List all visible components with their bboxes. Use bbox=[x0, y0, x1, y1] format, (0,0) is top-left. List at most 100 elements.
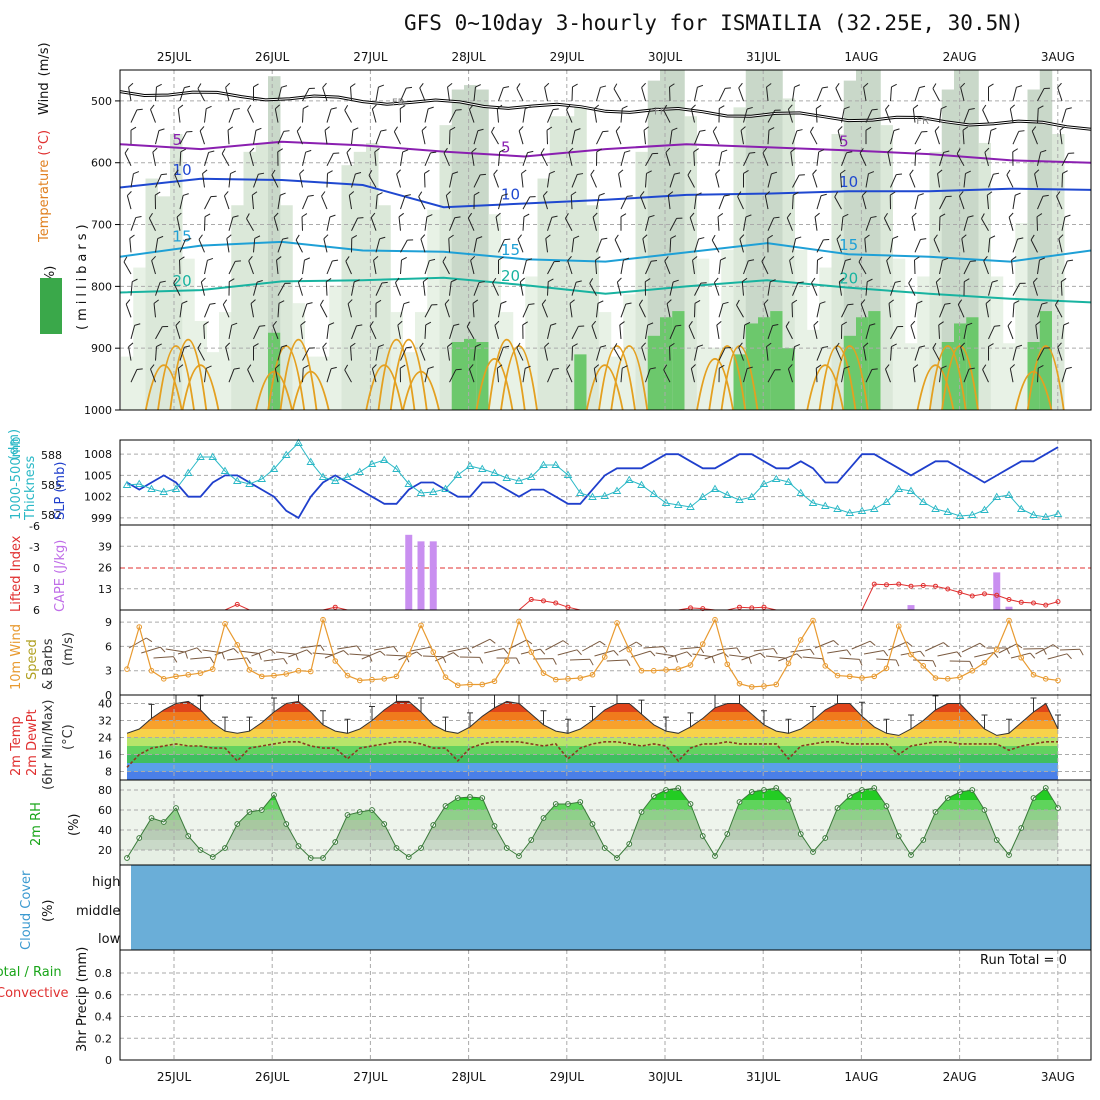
wind-barb-shaft bbox=[912, 108, 916, 123]
wind-barb-shaft bbox=[276, 260, 279, 275]
wind-barb bbox=[155, 280, 166, 296]
wind-barb-feather bbox=[446, 191, 451, 196]
wind-barb-feather bbox=[870, 215, 877, 219]
wind-barb bbox=[620, 105, 628, 123]
wind-barb-feather bbox=[1016, 85, 1023, 88]
hot-layer-contour bbox=[708, 345, 747, 410]
pressure-tick: 900 bbox=[91, 342, 112, 355]
wind-barb bbox=[816, 86, 829, 102]
thickness-point bbox=[220, 466, 230, 474]
wind-barb bbox=[841, 258, 852, 275]
wind-barb-shaft bbox=[471, 151, 475, 166]
wind-barb bbox=[1009, 104, 1015, 123]
wind-barb-shaft bbox=[345, 261, 352, 275]
wind-barb-shaft bbox=[470, 260, 475, 275]
wind-barb-feather bbox=[963, 278, 970, 283]
wind10-barb-shaft bbox=[386, 654, 407, 657]
bottom-day-label: 27JUL bbox=[353, 1070, 388, 1084]
wind-barb bbox=[1031, 126, 1038, 145]
wind-barb-shaft bbox=[1012, 238, 1019, 253]
wind-barb-shaft bbox=[176, 216, 181, 231]
wind-barb bbox=[155, 325, 169, 340]
temp-contour-label: 5 bbox=[839, 132, 849, 150]
wind10-barb bbox=[202, 649, 225, 660]
rh-shade-column bbox=[145, 178, 158, 410]
wind-barb-shaft bbox=[151, 260, 156, 275]
wind-barb-feather bbox=[809, 126, 814, 133]
wind10-barb-shaft bbox=[190, 656, 211, 660]
wind-barb bbox=[860, 299, 867, 318]
slp-tick: 1005 bbox=[84, 469, 112, 482]
wind10-barb bbox=[422, 655, 447, 664]
wind-barb-shaft bbox=[179, 303, 183, 318]
wind-barb-shaft bbox=[835, 87, 842, 102]
wind-barb bbox=[399, 105, 406, 123]
wind-barb-feather bbox=[886, 255, 891, 261]
wind-barb bbox=[249, 147, 255, 166]
wind-barb-feather bbox=[920, 238, 927, 240]
wind-barb-feather bbox=[529, 196, 536, 198]
wind-barb bbox=[815, 104, 822, 123]
wind-barb-feather bbox=[419, 342, 424, 348]
wind-barb-feather bbox=[738, 82, 743, 89]
wind-barb-shaft bbox=[963, 173, 966, 188]
wind-barb-shaft bbox=[596, 131, 604, 145]
wind-barb-feather bbox=[600, 85, 607, 88]
wind-barb-feather bbox=[328, 322, 335, 326]
wind10-barb-shaft bbox=[165, 648, 186, 653]
wind-barb-feather bbox=[568, 147, 574, 153]
temp-contour-label: 10 bbox=[839, 173, 858, 191]
upper-air-grid bbox=[120, 70, 1091, 411]
wind-barb bbox=[374, 148, 380, 166]
wind-barb-shaft bbox=[792, 86, 795, 101]
wind-barb-feather bbox=[871, 368, 878, 370]
wind-barb bbox=[175, 320, 181, 340]
wind10-barb-feather bbox=[858, 659, 863, 666]
wind-barb-feather bbox=[496, 364, 503, 369]
wind-barb bbox=[302, 347, 315, 361]
wind-barb bbox=[498, 345, 510, 361]
wind-barb-shaft bbox=[738, 347, 744, 361]
wind-barb-feather bbox=[736, 299, 740, 306]
cloud-level-high: high bbox=[92, 875, 120, 890]
wind-barb-feather bbox=[1017, 237, 1024, 240]
wind-barb-shaft bbox=[472, 303, 475, 318]
wind-barb bbox=[767, 279, 776, 296]
wind-barb-feather bbox=[838, 277, 845, 283]
wind-barb-feather bbox=[982, 364, 987, 370]
wind-barb-feather bbox=[204, 213, 211, 218]
wind-barb-shaft bbox=[517, 239, 524, 253]
wind-barb-feather bbox=[577, 173, 584, 175]
wind-barb-shaft bbox=[519, 281, 524, 296]
wind-barb-shaft bbox=[155, 86, 157, 101]
wind-barb-shaft bbox=[811, 282, 818, 296]
wind-barb bbox=[179, 193, 189, 210]
wind10-barb bbox=[459, 656, 484, 664]
rh-shade-column bbox=[317, 356, 330, 410]
wind-barb-feather bbox=[284, 282, 291, 284]
wind-barb bbox=[816, 301, 826, 318]
wind-barb bbox=[130, 108, 143, 123]
wind-barb-shaft bbox=[620, 260, 624, 275]
rh-shade-moist bbox=[660, 317, 673, 410]
wind10-barb-shaft bbox=[631, 650, 651, 658]
wind-barb-feather bbox=[447, 82, 453, 88]
wind-barb-feather bbox=[910, 320, 916, 326]
wind-barb-shaft bbox=[155, 174, 162, 188]
rh-shade-column bbox=[782, 98, 795, 410]
wind-barb-feather bbox=[860, 299, 866, 305]
wind-barb-feather bbox=[133, 171, 140, 175]
wind-barb-shaft bbox=[988, 326, 995, 340]
wind-barb bbox=[277, 130, 290, 145]
wind-barb-shaft bbox=[179, 239, 186, 253]
cape-grid bbox=[120, 525, 1091, 610]
wind10-barb-feather bbox=[599, 640, 606, 646]
wind-barb-feather bbox=[994, 325, 1001, 327]
wind-barb-feather bbox=[575, 280, 582, 283]
thickness-point bbox=[134, 479, 144, 487]
wind-barb-shaft bbox=[860, 303, 867, 318]
wind-barb bbox=[963, 215, 974, 231]
wind-barb-feather bbox=[128, 82, 134, 88]
wind-barb-feather bbox=[247, 364, 252, 370]
wind10-barb-shaft bbox=[888, 641, 907, 651]
